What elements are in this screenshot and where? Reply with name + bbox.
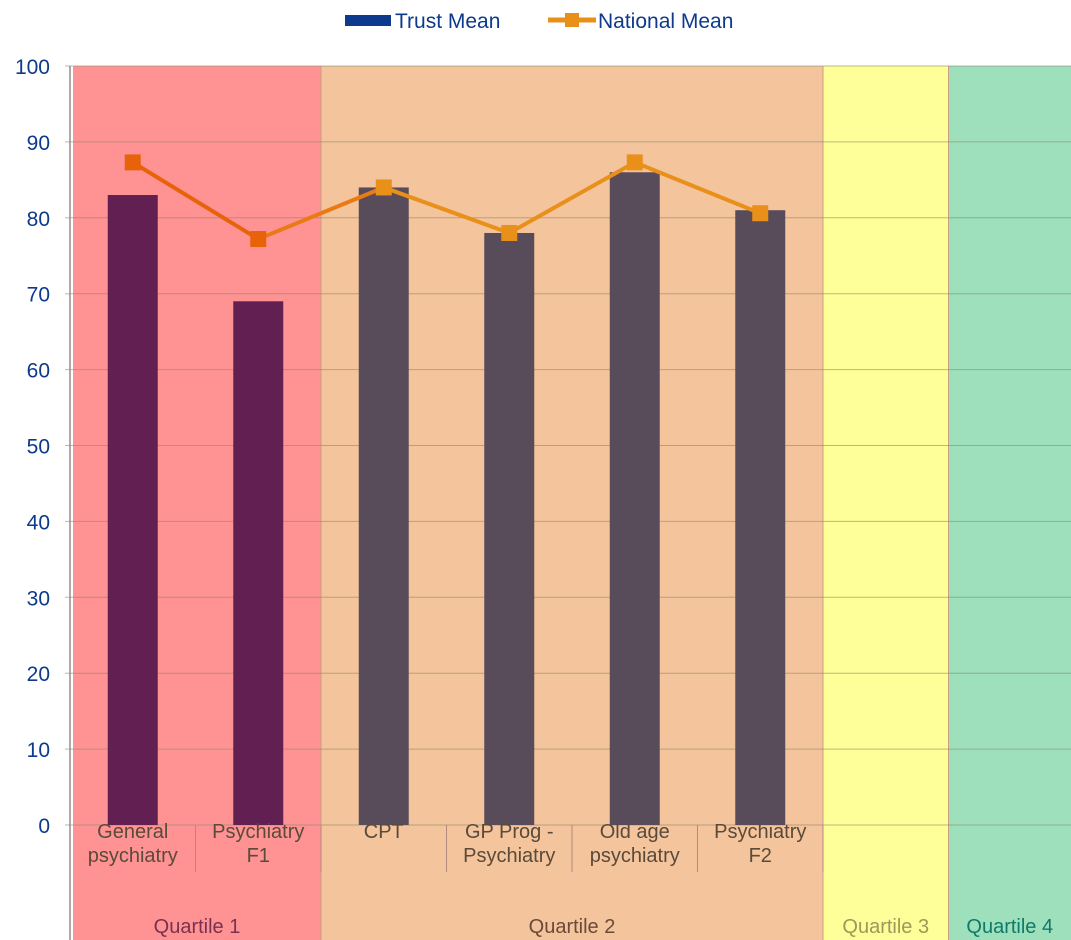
y-tick-label: 0 [38, 815, 50, 838]
group-label: Quartile 2 [529, 916, 616, 938]
legend: Trust Mean National Mean [345, 10, 733, 33]
line-segment [508, 160, 636, 235]
y-tick-label: 10 [27, 739, 50, 762]
line-segment [257, 185, 385, 241]
y-tick-label: 30 [27, 587, 50, 610]
y-tick-label: 70 [27, 284, 50, 307]
category-label: CPT [364, 821, 404, 843]
bar-1 [107, 195, 158, 825]
line-segment [131, 160, 260, 241]
group-label: Quartile 3 [842, 916, 929, 938]
category-label: Psychiatry [714, 821, 806, 843]
marker-4 [501, 224, 518, 241]
national-mean-line [124, 154, 769, 248]
y-tick-label: 50 [27, 436, 50, 459]
category-label: GP Prog - [465, 821, 554, 843]
x-axis: Quartile 1 Quartile 2 Quartile 3 Quartile 4… [88, 821, 1053, 938]
category-label: psychiatry [88, 845, 178, 867]
y-tick-label: 40 [27, 511, 50, 534]
category-label: Old age [600, 821, 670, 843]
group-label: Quartile 1 [154, 916, 241, 938]
legend-label-national-mean: National Mean [598, 10, 733, 33]
category-label: F2 [749, 845, 772, 867]
bar-4 [484, 232, 535, 826]
y-tick-label: 20 [27, 663, 50, 686]
trust-mean-bars [107, 172, 786, 826]
group-label: Quartile 4 [966, 916, 1053, 938]
bar-3 [358, 187, 409, 825]
marker-5 [626, 154, 643, 171]
y-tick-label: 100 [15, 56, 50, 79]
marker-6 [752, 205, 769, 222]
legend-marker-national-mean [565, 13, 579, 27]
y-tick-label: 60 [27, 360, 50, 383]
marker-2 [250, 231, 267, 248]
y-tick-label: 90 [27, 132, 50, 155]
quartile-band-4 [948, 66, 1071, 940]
bar-5 [609, 172, 660, 825]
category-label: Psychiatry [212, 821, 304, 843]
category-label: psychiatry [590, 845, 680, 867]
y-axis: 0 10 20 30 40 50 60 70 80 90 100 [15, 56, 71, 940]
gridlines [65, 65, 1071, 826]
line-segment [633, 160, 762, 216]
legend-label-trust-mean: Trust Mean [395, 10, 500, 33]
quartile-band-3 [823, 66, 949, 940]
category-label: General [97, 821, 168, 843]
marker-3 [375, 179, 392, 196]
line-segment [383, 185, 510, 235]
bar-6 [735, 210, 786, 825]
category-label: Psychiatry [463, 845, 555, 867]
legend-swatch-trust-mean [345, 15, 391, 26]
bar-2 [233, 301, 284, 825]
marker-1 [124, 154, 141, 171]
category-label: F1 [247, 845, 270, 867]
y-tick-label: 80 [27, 208, 50, 231]
